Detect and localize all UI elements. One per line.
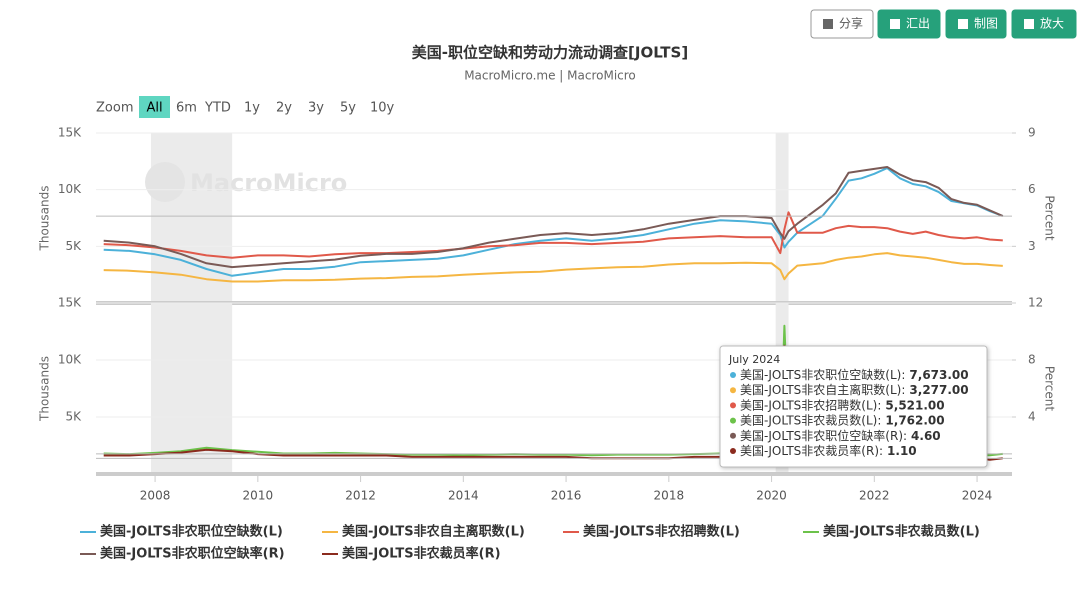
tooltip-row: 美国-JOLTS非农招聘数(L): 5,521.00 bbox=[740, 397, 945, 412]
legend-label[interactable]: 美国-JOLTS非农裁员率(R) bbox=[342, 546, 501, 562]
chart-subtitle: MacroMicro.me | MacroMicro bbox=[464, 69, 636, 83]
y2-tick-label: 4 bbox=[1028, 410, 1036, 424]
button-icon bbox=[958, 19, 968, 29]
y2-tick-label: 12 bbox=[1028, 296, 1043, 310]
recession-band bbox=[150, 303, 233, 474]
x-tick-label: 2014 bbox=[448, 489, 479, 503]
tooltip-marker bbox=[730, 432, 736, 439]
x-tick-label: 2022 bbox=[859, 489, 890, 503]
recession-band bbox=[150, 133, 233, 303]
legend-label[interactable]: 美国-JOLTS非农裁员数(L) bbox=[823, 524, 980, 540]
y-tick-label: 15K bbox=[58, 296, 82, 310]
tooltip-marker bbox=[730, 402, 736, 409]
button-label[interactable]: 汇出 bbox=[906, 17, 930, 31]
legend-label[interactable]: 美国-JOLTS非农职位空缺率(R) bbox=[100, 546, 285, 562]
legend-label[interactable]: 美国-JOLTS非农招聘数(L) bbox=[583, 524, 740, 540]
tooltip-marker bbox=[730, 417, 736, 424]
tooltip-text: 美国-JOLTS非农自主离职数(L) bbox=[740, 382, 901, 397]
tooltip-text: 5,521.00 bbox=[885, 398, 944, 412]
button[interactable] bbox=[1011, 9, 1077, 39]
y2-tick-label: 9 bbox=[1028, 126, 1036, 140]
chart-title: 美国-职位空缺和劳动力流动调查[JOLTS] bbox=[412, 44, 688, 62]
zoom-active bbox=[139, 96, 170, 118]
tooltip-text: 4.60 bbox=[911, 428, 941, 442]
button-label[interactable]: 放大 bbox=[1040, 16, 1064, 31]
y-axis-title: Thousands bbox=[38, 356, 52, 422]
y-tick-label: 5K bbox=[65, 410, 82, 424]
x-tick-label: 2012 bbox=[345, 489, 376, 503]
button[interactable] bbox=[810, 9, 874, 39]
tooltip-marker bbox=[730, 372, 736, 378]
x-tick-label: 2020 bbox=[756, 489, 787, 503]
zoom-button[interactable]: All bbox=[146, 101, 162, 116]
tooltip-text: 美国-JOLTS非农裁员数(L) bbox=[740, 412, 877, 427]
tooltip-marker bbox=[730, 448, 736, 454]
button-icon bbox=[1024, 19, 1034, 29]
button-label[interactable]: 分享 bbox=[839, 16, 863, 31]
y2-axis-title: Percent bbox=[1043, 366, 1057, 411]
series-line bbox=[103, 166, 1004, 269]
y-tick-label: 15K bbox=[58, 126, 82, 140]
tooltip-text: : bbox=[901, 368, 905, 382]
tooltip-text: 7,673.00 bbox=[909, 368, 968, 382]
series-line bbox=[103, 252, 1003, 283]
y2-tick-label: 6 bbox=[1028, 182, 1036, 196]
tooltip-text: 美国-JOLTS非农职位空缺率(R) bbox=[740, 427, 903, 442]
tooltip-text: 1,762.00 bbox=[885, 413, 944, 427]
tooltip-box bbox=[719, 345, 988, 468]
zoom-button[interactable]: YTD bbox=[204, 101, 231, 116]
legend-label[interactable]: 美国-JOLTS非农自主离职数(L) bbox=[342, 524, 525, 540]
watermark-logo bbox=[145, 162, 185, 202]
x-tick-label: 2016 bbox=[551, 489, 582, 503]
tooltip-row: 美国-JOLTS非农自主离职数(L): 3,277.00 bbox=[740, 382, 969, 397]
button[interactable] bbox=[877, 9, 941, 39]
series-line bbox=[103, 211, 1003, 259]
zoom-button[interactable]: 5y bbox=[340, 101, 356, 116]
tooltip-row: 美国-JOLTS非农裁员率(R): 1.10 bbox=[740, 443, 917, 458]
button-label[interactable]: 制图 bbox=[974, 17, 998, 31]
tooltip-text: : bbox=[903, 428, 907, 442]
tooltip-text: 3,277.00 bbox=[909, 383, 968, 397]
tooltip-row: 美国-JOLTS非农职位空缺率(R): 4.60 bbox=[740, 427, 941, 442]
y-axis-title: Thousands bbox=[38, 186, 52, 252]
x-tick-label: 2024 bbox=[962, 489, 993, 503]
tooltip-marker bbox=[730, 387, 736, 394]
tooltip-text: : bbox=[877, 413, 881, 427]
x-tick-label: 2008 bbox=[140, 489, 171, 503]
legend-label[interactable]: 美国-JOLTS非农职位空缺数(L) bbox=[100, 524, 283, 540]
series-line bbox=[103, 167, 1004, 277]
tooltip-text: 美国-JOLTS非农招聘数(L) bbox=[740, 397, 877, 412]
watermark: MacroMicro bbox=[190, 169, 347, 197]
y-tick-label: 10K bbox=[58, 182, 82, 196]
tooltip-text: 美国-JOLTS非农职位空缺数(L) bbox=[740, 367, 901, 382]
zoom-button[interactable]: 2y bbox=[276, 101, 292, 116]
button-icon bbox=[890, 19, 900, 29]
tooltip-text: : bbox=[901, 383, 905, 397]
tooltip-title: July 2024 bbox=[728, 353, 780, 366]
y2-tick-label: 3 bbox=[1028, 239, 1036, 253]
zoom-label: Zoom bbox=[96, 101, 133, 116]
tooltip-row: 美国-JOLTS非农裁员数(L): 1,762.00 bbox=[740, 412, 945, 427]
tooltip-text: 1.10 bbox=[887, 444, 917, 458]
recession-band bbox=[775, 133, 789, 303]
y2-axis-title: Percent bbox=[1043, 195, 1057, 240]
button[interactable] bbox=[945, 9, 1007, 39]
zoom-button[interactable]: 10y bbox=[370, 101, 395, 116]
tooltip-text: 美国-JOLTS非农裁员率(R) bbox=[740, 443, 879, 458]
zoom-button[interactable]: 3y bbox=[308, 101, 324, 116]
button-icon bbox=[823, 19, 833, 29]
y-tick-label: 5K bbox=[65, 239, 82, 253]
tooltip-text: : bbox=[879, 444, 883, 458]
x-tick-label: 2010 bbox=[243, 489, 274, 503]
x-tick-label: 2018 bbox=[654, 489, 685, 503]
y-tick-label: 10K bbox=[58, 353, 82, 367]
y2-tick-label: 8 bbox=[1028, 353, 1036, 367]
tooltip-row: 美国-JOLTS非农职位空缺数(L): 7,673.00 bbox=[740, 367, 969, 382]
zoom-button[interactable]: 1y bbox=[244, 101, 260, 116]
zoom-button[interactable]: 6m bbox=[176, 101, 197, 116]
tooltip-text: : bbox=[877, 398, 881, 412]
